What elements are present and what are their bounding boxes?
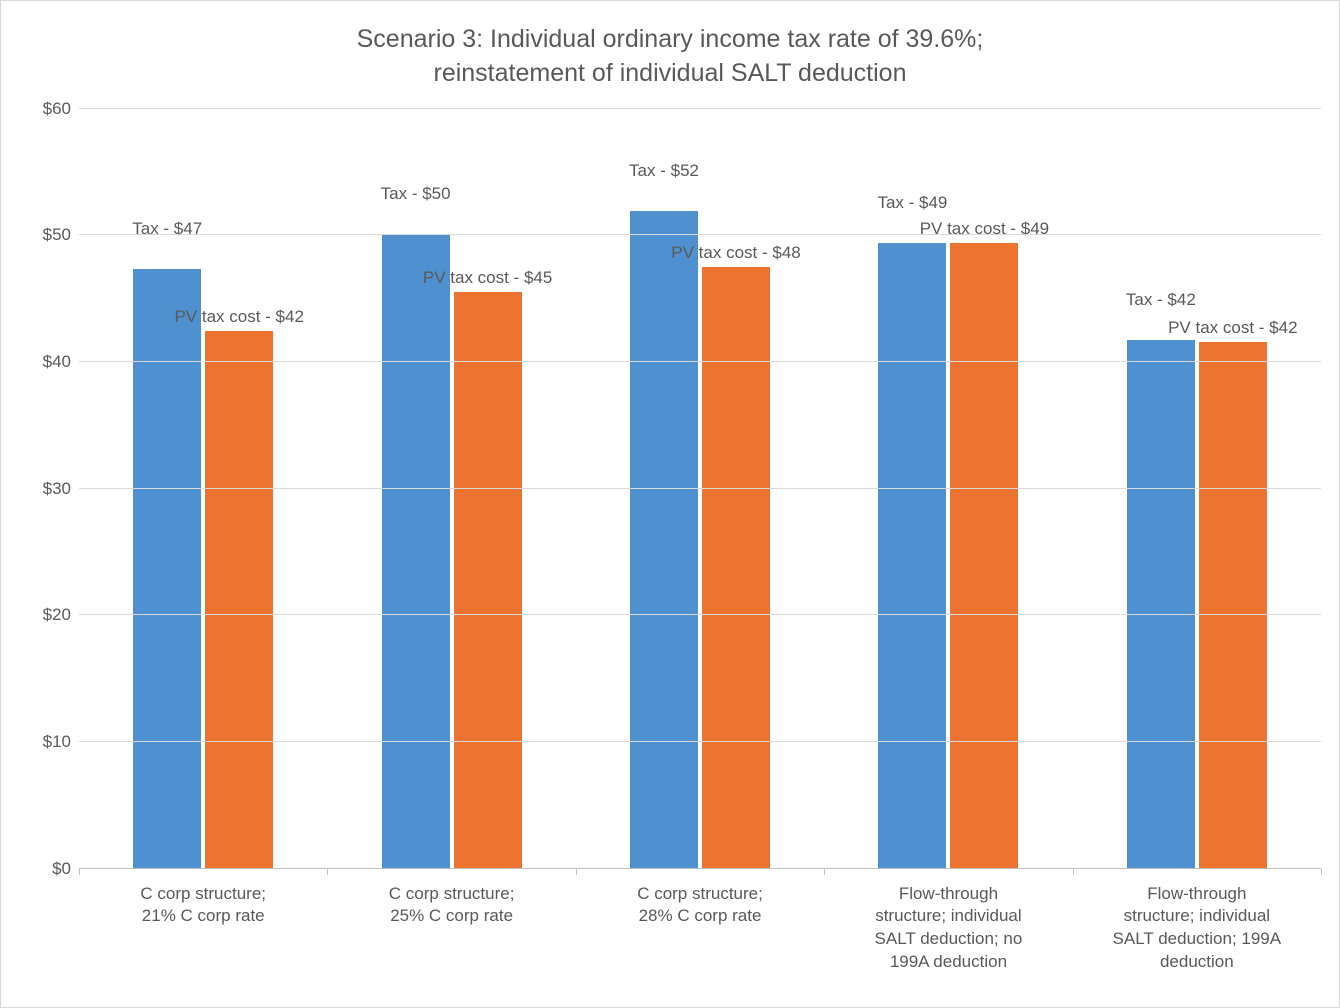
bar-value-label: Tax - $47: [57, 219, 277, 239]
x-axis-label: C corp structure;28% C corp rate: [576, 883, 824, 975]
bar-value-label: PV tax cost - $42: [129, 307, 349, 327]
y-tick-label: $30: [21, 479, 71, 499]
x-axis-baseline: [79, 868, 1321, 869]
x-tick: [1321, 869, 1322, 875]
bar: PV tax cost - $48: [702, 267, 770, 869]
x-axis-label: C corp structure;21% C corp rate: [79, 883, 327, 975]
bar-value-label: Tax - $52: [554, 161, 774, 181]
x-tick: [1073, 869, 1074, 875]
bar-value-label: PV tax cost - $49: [874, 219, 1094, 239]
bar: Tax - $47: [133, 269, 201, 868]
chart-title-line2: reinstatement of individual SALT deducti…: [434, 59, 907, 87]
x-axis-label: C corp structure;25% C corp rate: [327, 883, 575, 975]
bar: Tax - $42: [1127, 340, 1195, 868]
x-tick: [327, 869, 328, 875]
chart-container: Scenario 3: Individual ordinary income t…: [0, 0, 1340, 1008]
gridline: [79, 741, 1321, 742]
gridline: [79, 234, 1321, 235]
x-axis-label: Flow-throughstructure; individualSALT de…: [1073, 883, 1321, 975]
y-tick-label: $10: [21, 732, 71, 752]
x-axis-label: Flow-throughstructure; individualSALT de…: [824, 883, 1072, 975]
x-tick: [824, 869, 825, 875]
bar: Tax - $52: [630, 211, 698, 868]
x-tick: [576, 869, 577, 875]
gridline: [79, 614, 1321, 615]
bar: Tax - $49: [878, 243, 946, 869]
y-tick-label: $60: [21, 99, 71, 119]
gridline: [79, 488, 1321, 489]
bar-value-label: PV tax cost - $48: [626, 243, 846, 263]
bar-group: Tax - $50PV tax cost - $45: [327, 109, 575, 869]
bar-groups: Tax - $47PV tax cost - $42Tax - $50PV ta…: [79, 109, 1321, 869]
plot: Tax - $47PV tax cost - $42Tax - $50PV ta…: [79, 109, 1321, 869]
bar-value-label: Tax - $42: [1051, 290, 1271, 310]
x-axis-labels: C corp structure;21% C corp rateC corp s…: [79, 883, 1321, 975]
bar: Tax - $50: [382, 234, 450, 869]
chart-title: Scenario 3: Individual ordinary income t…: [59, 23, 1281, 91]
bar-group: Tax - $42PV tax cost - $42: [1073, 109, 1321, 869]
bar: PV tax cost - $45: [454, 292, 522, 868]
bar-value-label: Tax - $49: [802, 193, 1022, 213]
bar: PV tax cost - $42: [1199, 342, 1267, 869]
bar: PV tax cost - $49: [950, 243, 1018, 869]
bar-group: Tax - $49PV tax cost - $49: [824, 109, 1072, 869]
bar-group: Tax - $52PV tax cost - $48: [576, 109, 824, 869]
gridline: [79, 108, 1321, 109]
bar-group: Tax - $47PV tax cost - $42: [79, 109, 327, 869]
bar-value-label: PV tax cost - $42: [1123, 318, 1340, 338]
bar-value-label: PV tax cost - $45: [378, 268, 598, 288]
bar-value-label: Tax - $50: [306, 184, 526, 204]
y-tick-label: $40: [21, 352, 71, 372]
plot-area: $0$10$20$30$40$50$60 Tax - $47PV tax cos…: [19, 109, 1321, 869]
x-tick: [79, 869, 80, 875]
y-tick-label: $20: [21, 605, 71, 625]
bar: PV tax cost - $42: [205, 331, 273, 868]
y-tick-label: $0: [21, 859, 71, 879]
gridline: [79, 361, 1321, 362]
chart-title-line1: Scenario 3: Individual ordinary income t…: [357, 25, 984, 53]
